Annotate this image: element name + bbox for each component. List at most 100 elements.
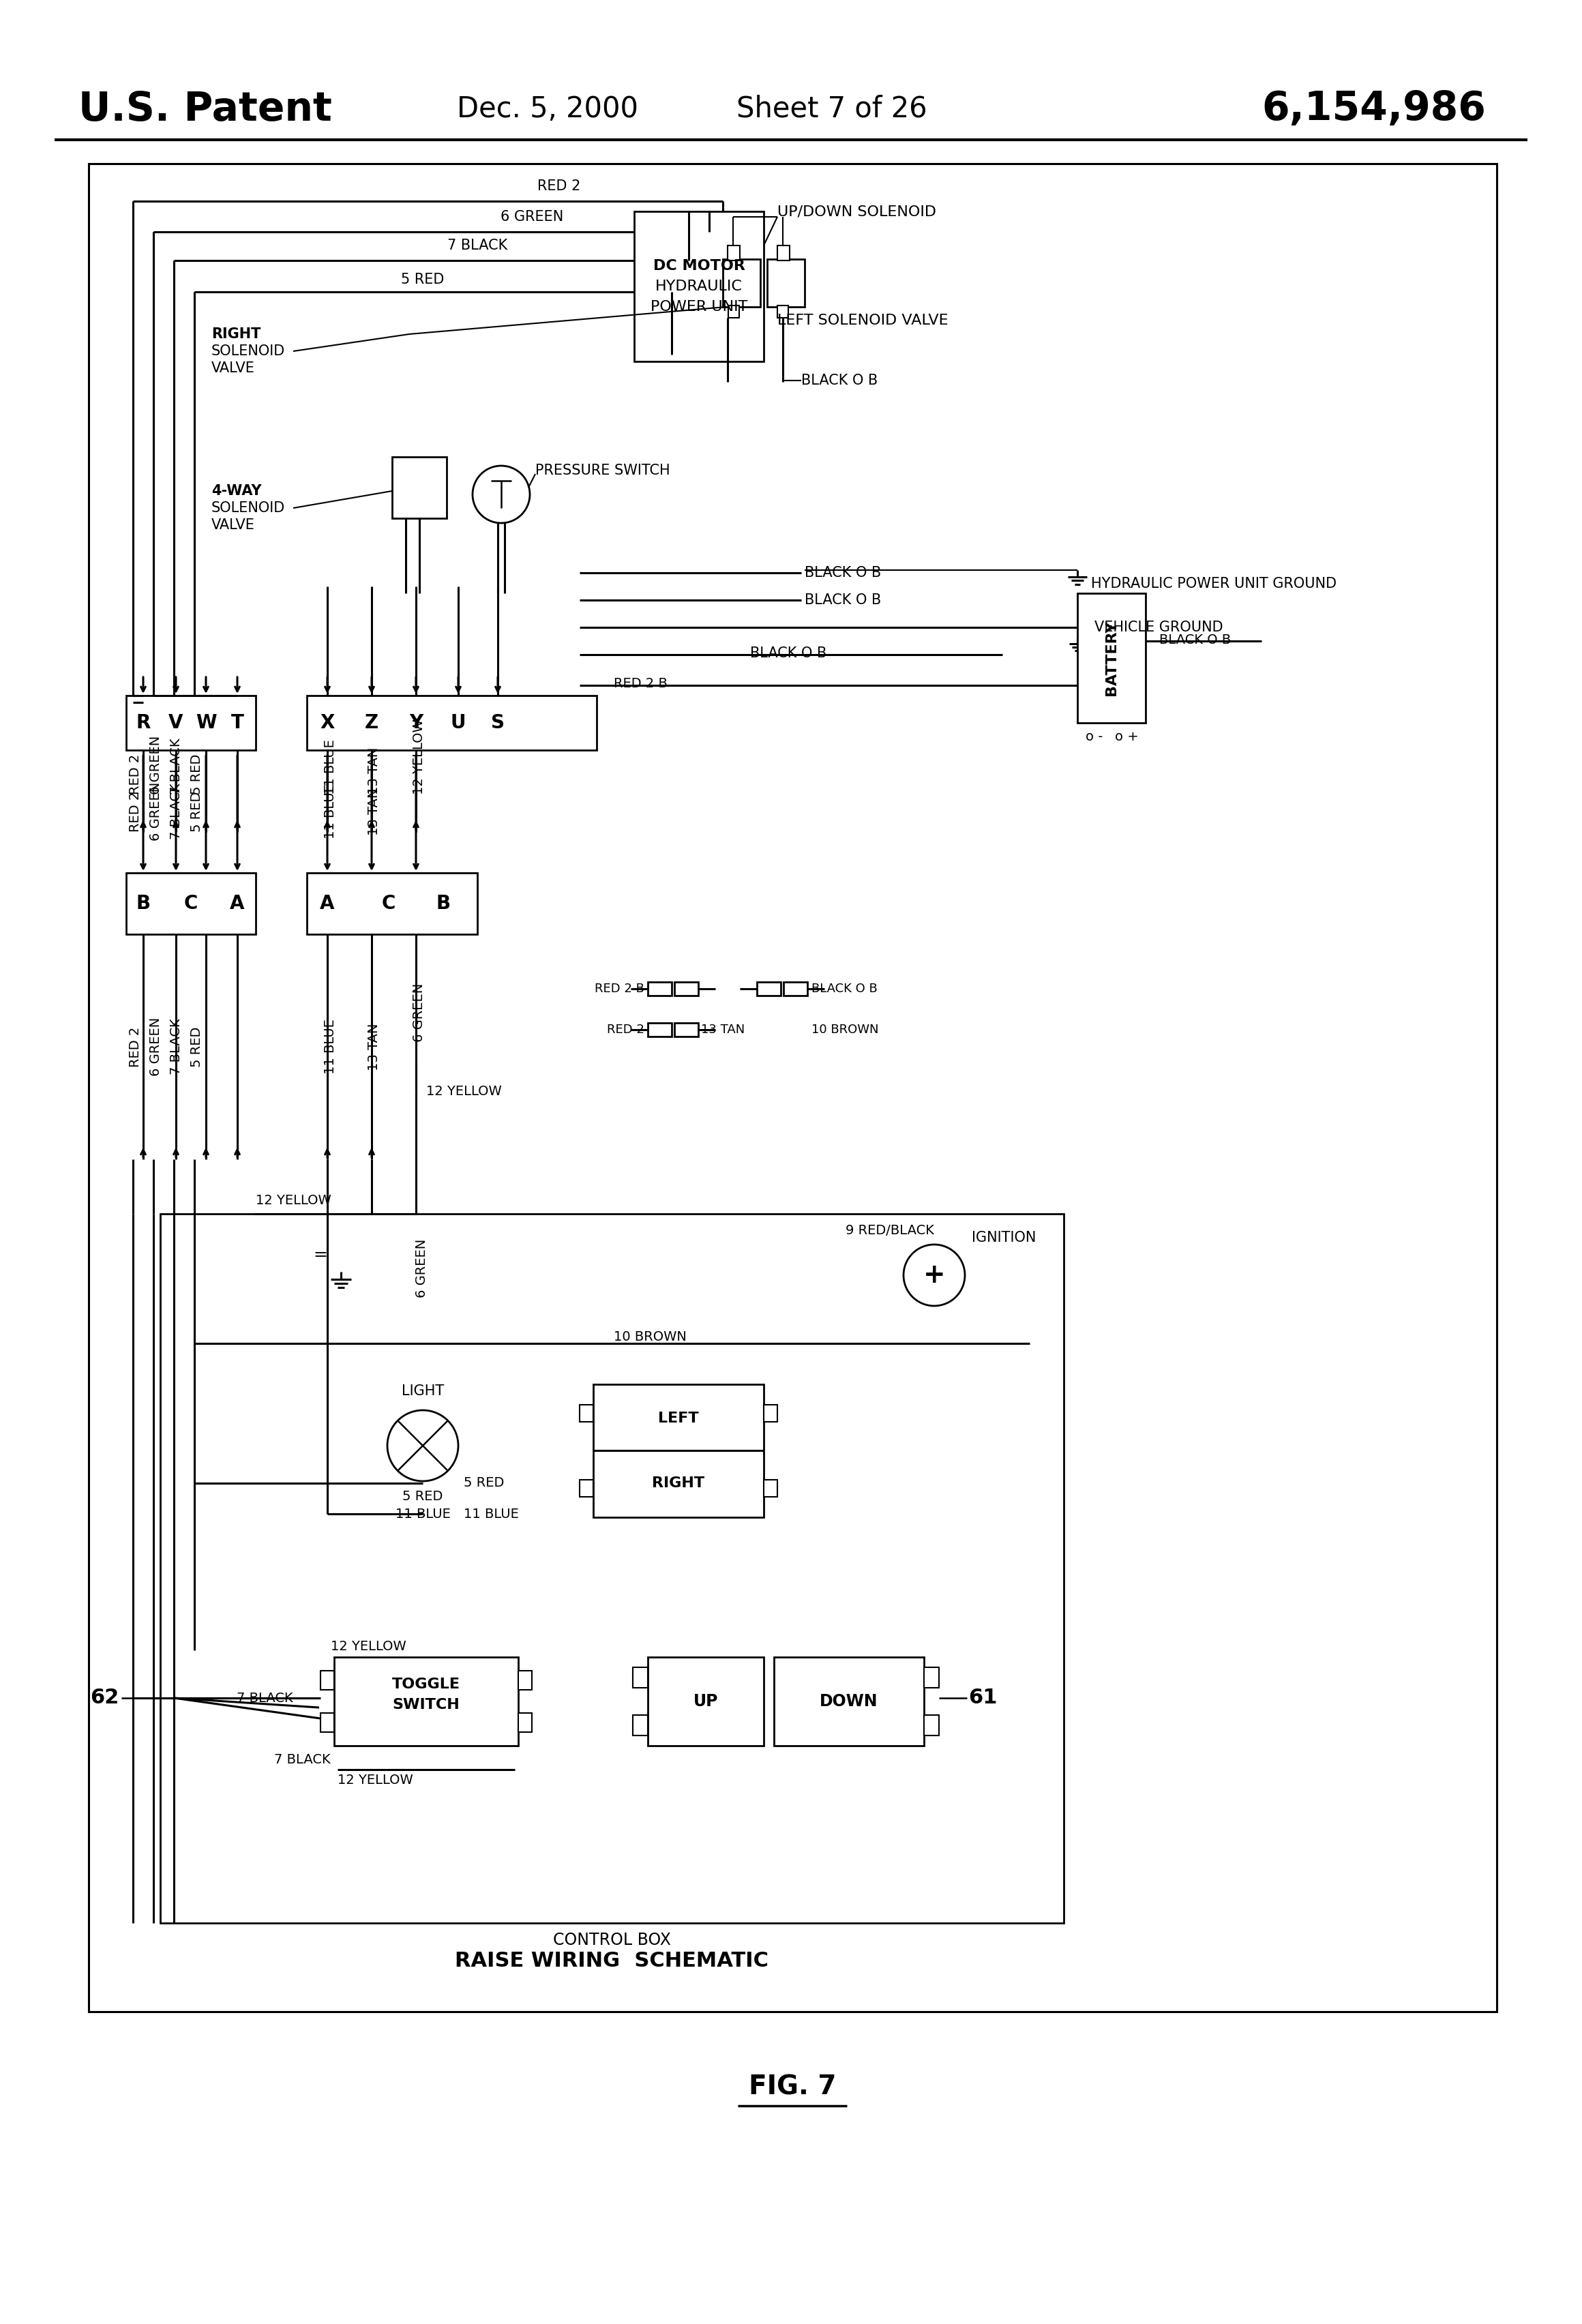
Bar xyxy=(924,1715,940,1736)
Text: RED 2 B: RED 2 B xyxy=(614,679,668,690)
Bar xyxy=(647,1023,672,1037)
Text: BLACK O B: BLACK O B xyxy=(750,646,827,660)
Text: RED 2 B: RED 2 B xyxy=(595,983,644,995)
Bar xyxy=(392,458,446,518)
Bar xyxy=(321,1671,334,1690)
Text: BLACK O B: BLACK O B xyxy=(812,983,878,995)
Text: 13 TAN: 13 TAN xyxy=(369,788,381,834)
Bar xyxy=(307,695,596,751)
Text: VALVE: VALVE xyxy=(212,363,255,374)
Text: 11 BLUE: 11 BLUE xyxy=(324,1020,337,1074)
Text: HYDRAULIC POWER UNIT GROUND: HYDRAULIC POWER UNIT GROUND xyxy=(1092,576,1337,590)
Text: 5 RED: 5 RED xyxy=(464,1476,505,1490)
Text: BLACK O B: BLACK O B xyxy=(800,374,878,388)
Text: 6,154,986: 6,154,986 xyxy=(1261,91,1485,128)
Text: T: T xyxy=(231,713,244,732)
Text: 12 YELLOW: 12 YELLOW xyxy=(337,1773,413,1787)
Circle shape xyxy=(388,1411,459,1480)
Text: UP/DOWN SOLENOID: UP/DOWN SOLENOID xyxy=(777,205,937,218)
Bar xyxy=(764,1404,777,1422)
Text: BLACK O B: BLACK O B xyxy=(805,567,881,579)
Bar xyxy=(321,1713,334,1731)
Text: 6 GREEN: 6 GREEN xyxy=(150,783,163,841)
Text: o +: o + xyxy=(1115,730,1139,744)
Text: BATTERY: BATTERY xyxy=(1104,621,1118,695)
Text: S: S xyxy=(490,713,505,732)
Bar xyxy=(634,211,764,363)
Text: 7 BLACK: 7 BLACK xyxy=(171,1018,184,1076)
Bar xyxy=(633,1715,647,1736)
Text: 12 YELLOW: 12 YELLOW xyxy=(331,1641,407,1652)
Text: 5 RED: 5 RED xyxy=(190,753,204,795)
Bar xyxy=(89,163,1497,2013)
Bar xyxy=(924,1666,940,1687)
Circle shape xyxy=(473,465,530,523)
Text: U.S. Patent: U.S. Patent xyxy=(79,91,332,128)
Text: 5 RED: 5 RED xyxy=(402,1490,443,1504)
Text: o -: o - xyxy=(1085,730,1103,744)
Text: VEHICLE GROUND: VEHICLE GROUND xyxy=(1095,621,1223,634)
Text: =: = xyxy=(313,1246,327,1262)
Text: 11 BLUE: 11 BLUE xyxy=(464,1508,519,1520)
Bar xyxy=(774,1657,924,1745)
Text: RAISE WIRING  SCHEMATIC: RAISE WIRING SCHEMATIC xyxy=(456,1950,769,1971)
Text: 11 BLUE: 11 BLUE xyxy=(324,783,337,839)
Bar xyxy=(334,1657,519,1745)
Text: A: A xyxy=(320,895,335,913)
Text: DOWN: DOWN xyxy=(819,1694,878,1710)
Bar xyxy=(777,304,788,318)
Text: 5 RED: 5 RED xyxy=(190,790,204,832)
Text: LIGHT: LIGHT xyxy=(402,1385,445,1399)
Text: RED 2: RED 2 xyxy=(130,1027,142,1067)
Text: 13 TAN: 13 TAN xyxy=(369,1023,381,1071)
Text: HYDRAULIC: HYDRAULIC xyxy=(655,279,742,293)
Text: SOLENOID: SOLENOID xyxy=(212,502,285,516)
Bar xyxy=(756,983,782,995)
Text: VALVE: VALVE xyxy=(212,518,255,532)
Text: X: X xyxy=(320,713,335,732)
Bar xyxy=(307,874,478,934)
Text: RED 2: RED 2 xyxy=(538,179,581,193)
Text: 12 YELLOW: 12 YELLOW xyxy=(256,1195,331,1206)
Text: 7 BLACK: 7 BLACK xyxy=(171,783,184,839)
Text: C: C xyxy=(184,895,198,913)
Text: 7 BLACK: 7 BLACK xyxy=(237,1692,293,1703)
Text: B: B xyxy=(136,895,150,913)
Text: UP: UP xyxy=(693,1694,718,1710)
Bar xyxy=(519,1713,532,1731)
Bar xyxy=(1077,593,1145,723)
Bar xyxy=(593,1385,764,1518)
Text: 9 RED/BLACK: 9 RED/BLACK xyxy=(845,1225,933,1236)
Text: 13 TAN: 13 TAN xyxy=(369,746,381,795)
Text: LEFT SOLENOID VALVE: LEFT SOLENOID VALVE xyxy=(777,314,948,328)
Text: 5 RED: 5 RED xyxy=(190,1027,204,1067)
Text: BLACK O B: BLACK O B xyxy=(1160,632,1231,646)
Text: 11 BLUE: 11 BLUE xyxy=(324,739,337,795)
Text: 6 GREEN: 6 GREEN xyxy=(150,1018,163,1076)
Bar xyxy=(767,260,805,307)
Bar xyxy=(647,983,672,995)
Bar xyxy=(777,246,789,260)
Text: 62: 62 xyxy=(90,1687,119,1708)
Bar xyxy=(764,1480,777,1497)
Text: 61: 61 xyxy=(968,1687,997,1708)
Text: 12 YELLOW: 12 YELLOW xyxy=(426,1085,501,1097)
Text: 10 BROWN: 10 BROWN xyxy=(812,1023,878,1037)
Text: 6 GREEN: 6 GREEN xyxy=(414,1239,427,1297)
Bar xyxy=(579,1404,593,1422)
Text: DC MOTOR: DC MOTOR xyxy=(653,260,745,272)
Text: RIGHT: RIGHT xyxy=(212,328,261,342)
Bar xyxy=(674,1023,698,1037)
Bar xyxy=(647,1657,764,1745)
Text: W: W xyxy=(196,713,217,732)
Text: B: B xyxy=(437,895,451,913)
Text: 7 BLACK: 7 BLACK xyxy=(171,739,184,795)
Bar xyxy=(579,1480,593,1497)
Text: BLACK O B: BLACK O B xyxy=(805,593,881,607)
Text: 5 RED: 5 RED xyxy=(402,272,445,286)
Text: RED 2: RED 2 xyxy=(130,790,142,832)
Bar xyxy=(127,695,256,751)
Text: 7 BLACK: 7 BLACK xyxy=(274,1752,331,1766)
Text: TOGGLE: TOGGLE xyxy=(392,1678,460,1692)
Text: +: + xyxy=(922,1262,946,1287)
